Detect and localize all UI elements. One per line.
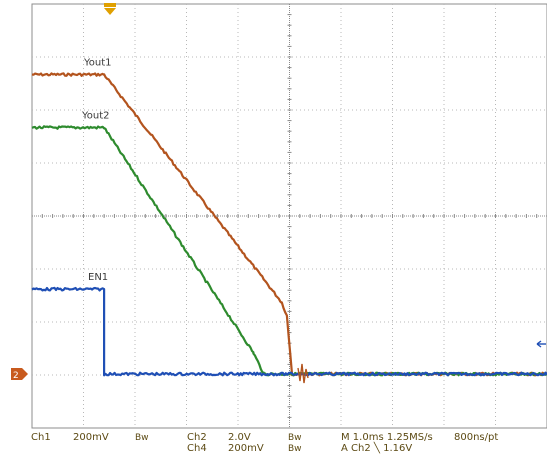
trace-yout1-ringing bbox=[297, 363, 309, 384]
trace-label-en1: EN1 bbox=[88, 272, 108, 283]
ch4-label: Ch4 bbox=[187, 443, 207, 454]
ground-reference-marker bbox=[11, 368, 28, 380]
ch2-bandwidth-limit: Bw bbox=[288, 433, 302, 443]
markers: 2 bbox=[11, 3, 546, 381]
record-length-readout: 800ns/pt bbox=[454, 432, 499, 443]
trigger-level-arrowhead bbox=[536, 340, 542, 348]
trigger-position-marker bbox=[104, 3, 116, 7]
ch2-scale: 2.0V bbox=[228, 432, 251, 443]
trigger-position-arrow bbox=[104, 8, 116, 15]
trace-labels: Yout1 Yout2 EN1 bbox=[81, 58, 112, 284]
ch4-bandwidth-limit: Bw bbox=[288, 444, 302, 454]
ch2-label: Ch2 bbox=[187, 432, 207, 443]
trace-en1 bbox=[31, 286, 547, 377]
ch1-scale: 200mV bbox=[73, 432, 109, 443]
timebase-readout: M 1.0ms 1.25MS/s bbox=[341, 432, 433, 443]
graticule bbox=[31, 3, 547, 429]
ch4-scale: 200mV bbox=[228, 443, 264, 454]
trace-label-yout1: Yout1 bbox=[83, 58, 112, 69]
ch1-label: Ch1 bbox=[31, 432, 51, 443]
trace-label-yout2: Yout2 bbox=[81, 111, 110, 122]
traces bbox=[31, 72, 547, 384]
ground-reference-label: 2 bbox=[13, 371, 19, 381]
trigger-readout: A Ch2 ╲ 1.16V bbox=[341, 443, 413, 454]
ch1-bandwidth-limit: Bw bbox=[135, 433, 149, 443]
